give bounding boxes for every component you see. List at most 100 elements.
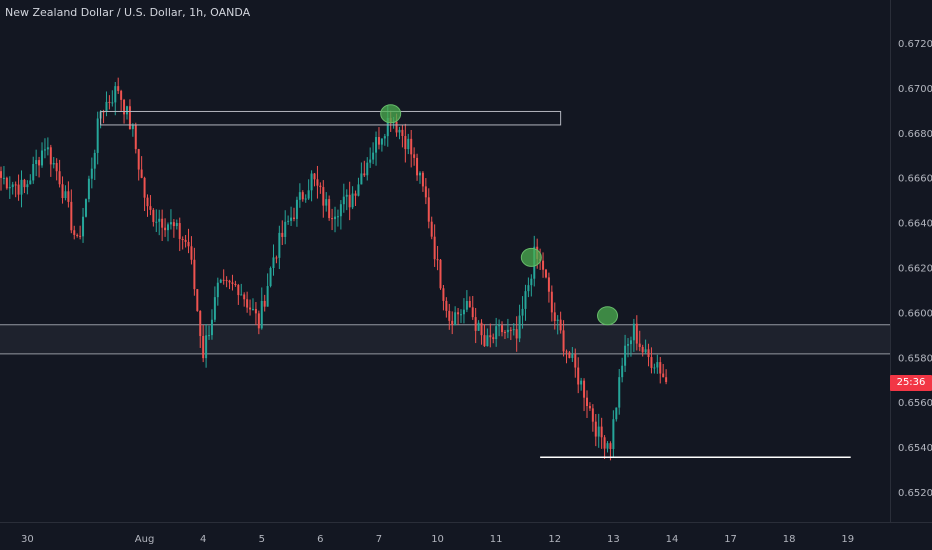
candle-body <box>571 354 574 358</box>
candle-body <box>465 300 468 310</box>
candle-body <box>76 234 79 236</box>
time-tick-label: 6 <box>317 534 323 545</box>
candle-body <box>662 373 665 378</box>
candle-body <box>553 312 556 322</box>
candle-body <box>284 221 287 237</box>
candle-body <box>468 300 471 308</box>
candle-body <box>413 154 416 158</box>
candle-body <box>383 136 386 139</box>
candle-body <box>609 443 612 449</box>
candle-body <box>509 329 512 331</box>
candle-body <box>518 315 521 339</box>
candle-body <box>73 230 76 235</box>
candle-body <box>272 257 275 269</box>
candle-body <box>263 300 266 307</box>
candle-body <box>240 294 243 296</box>
candle-body <box>351 193 354 208</box>
candle-body <box>172 222 175 227</box>
candle-body <box>208 335 211 337</box>
candle-body <box>254 308 257 314</box>
candle-body <box>38 160 41 166</box>
candle-body <box>401 129 404 137</box>
resistance-box[interactable] <box>100 110 562 126</box>
candle-body <box>307 190 310 199</box>
candle-body <box>436 259 439 261</box>
time-axis[interactable]: 30 Aug 4 5 6 7 10 11 12 13 14 17 18 19 <box>21 534 854 545</box>
candle-body <box>457 312 460 315</box>
candle-body <box>79 235 82 237</box>
candle-body <box>108 101 111 103</box>
candle-body <box>363 173 366 176</box>
candle-body <box>577 367 580 385</box>
time-tick-label: 7 <box>376 534 382 545</box>
candle-body <box>137 149 140 170</box>
candle-body <box>2 177 5 179</box>
candle-body <box>193 259 196 290</box>
candle-body <box>665 377 668 382</box>
candle-body <box>202 336 205 359</box>
candle-body <box>20 179 23 195</box>
candle-body <box>82 216 85 237</box>
candle-body <box>134 125 137 150</box>
candle-body <box>322 187 325 206</box>
swing-high-marker[interactable] <box>597 306 619 326</box>
candle-body <box>454 312 457 326</box>
time-tick-label: 18 <box>783 534 796 545</box>
candle-body <box>515 329 518 339</box>
candle-body <box>527 285 530 292</box>
candle-body <box>164 227 167 231</box>
candle-body <box>155 221 158 223</box>
candle-body <box>275 257 278 259</box>
candle-body <box>26 184 29 188</box>
candle-body <box>128 106 131 130</box>
swing-high-marker[interactable] <box>380 104 402 124</box>
candle-body <box>325 199 328 206</box>
candle-body <box>295 199 298 219</box>
drawings-layer[interactable] <box>100 104 851 458</box>
candle-body <box>544 269 547 278</box>
candle-body <box>169 222 172 225</box>
time-tick-label: 14 <box>666 534 679 545</box>
candle-body <box>190 246 193 260</box>
candle-body <box>530 278 533 286</box>
candle-body <box>448 310 451 321</box>
candle-body <box>659 362 662 374</box>
candle-body <box>67 191 70 202</box>
candle-body <box>251 308 254 310</box>
candle-body <box>55 163 58 172</box>
candle-body <box>117 86 120 91</box>
candle-body <box>594 421 597 437</box>
candle-body <box>123 99 126 115</box>
time-tick-label: 17 <box>724 534 737 545</box>
candle-body <box>395 121 398 133</box>
candle-body <box>503 332 506 334</box>
candle-body <box>149 206 152 210</box>
candle-body <box>550 291 553 313</box>
candle-body <box>205 335 208 359</box>
candle-body <box>213 297 216 320</box>
candle-body <box>93 152 96 169</box>
candle-body <box>316 179 319 186</box>
candle-body <box>501 325 504 333</box>
candle-body <box>451 320 454 326</box>
candle-body <box>380 138 383 145</box>
time-tick-label: 13 <box>607 534 620 545</box>
time-tick-label: 19 <box>841 534 854 545</box>
candle-body <box>216 282 219 298</box>
candle-body <box>158 218 161 222</box>
candle-body <box>167 224 170 231</box>
candle-body <box>120 90 123 100</box>
candle-body <box>377 137 380 145</box>
candle-body <box>152 209 155 222</box>
candle-body <box>477 322 480 331</box>
support-zone-layer <box>0 324 890 355</box>
swing-high-marker[interactable] <box>520 247 542 267</box>
candle-body <box>23 179 26 188</box>
candle-body <box>228 280 231 283</box>
candle-body <box>580 380 583 385</box>
